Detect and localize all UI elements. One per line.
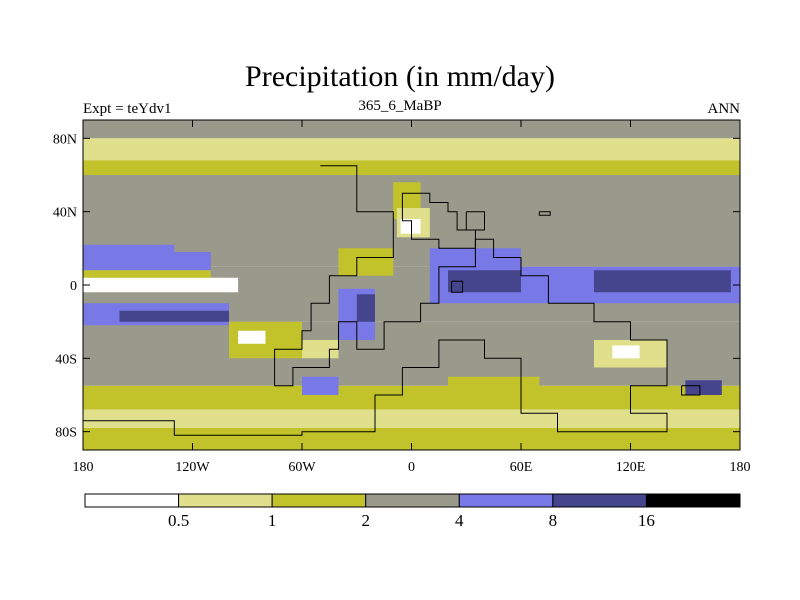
period-label: 365_6_MaBP — [358, 98, 442, 114]
x-tick-label: 60E — [510, 460, 533, 475]
precip-patch — [356, 294, 375, 322]
precip-band — [83, 385, 740, 410]
x-tick-label: 180 — [73, 460, 94, 475]
precip-band — [83, 138, 740, 161]
colorbar: 0.5 1 2 4 8 16 — [84, 493, 741, 530]
colorbar-swatch — [178, 493, 273, 508]
precip-band — [83, 160, 740, 175]
coastline — [465, 211, 485, 231]
precip-band — [83, 409, 740, 428]
precipitation-field — [83, 120, 740, 450]
precip-patch — [83, 244, 175, 260]
y-tick-label: 80N — [53, 132, 77, 147]
y-tick-label: 0 — [70, 279, 77, 294]
colorbar-label: 4 — [455, 511, 464, 530]
y-tick-label: 80S — [55, 426, 77, 441]
x-tick-label: 120W — [175, 460, 210, 475]
colorbar-label: 0.5 — [168, 511, 189, 530]
colorbar-swatch — [271, 493, 367, 508]
colorbar-label: 1 — [268, 511, 277, 530]
axes: 180 120W 60W 0 60E 120E 180 80N 40N 0 40S 80S — [53, 120, 751, 475]
colorbar-label: 16 — [638, 511, 655, 530]
precip-band — [83, 120, 740, 139]
precip-patch — [338, 248, 394, 276]
coastline — [83, 165, 668, 436]
precip-patch — [119, 310, 229, 322]
coastline — [451, 280, 464, 293]
colorbar-label: 8 — [549, 511, 558, 530]
precip-patch — [594, 270, 731, 293]
precip-patch — [448, 376, 540, 405]
precip-patch — [302, 376, 339, 395]
precip-patch — [238, 330, 266, 344]
colorbar-swatch — [552, 493, 647, 508]
colorbar-swatch — [365, 493, 460, 508]
precip-patch — [83, 277, 239, 293]
colorbar-swatch — [458, 493, 554, 508]
coastline — [681, 385, 701, 396]
colorbar-swatch — [84, 493, 180, 508]
x-tick-label: 60W — [288, 460, 316, 475]
x-tick-label: 120E — [616, 460, 646, 475]
precip-patch — [400, 219, 421, 234]
experiment-label: Expt = teYdv1 — [83, 101, 172, 117]
precip-patch — [685, 380, 722, 395]
x-tick-label: 0 — [408, 460, 415, 475]
coastlines — [83, 165, 701, 436]
precip-patch — [137, 440, 266, 450]
x-tick-label: 180 — [730, 460, 751, 475]
season-label: ANN — [707, 101, 741, 117]
colorbar-label: 2 — [361, 511, 370, 530]
y-tick-label: 40S — [55, 352, 77, 367]
precip-patch — [612, 345, 640, 359]
coastline — [538, 211, 551, 216]
colorbar-swatch — [645, 493, 741, 508]
y-tick-label: 40N — [53, 206, 77, 221]
coastline — [401, 192, 476, 249]
precip-patch — [448, 270, 521, 293]
chart-title: Precipitation (in mm/day) — [245, 60, 555, 93]
